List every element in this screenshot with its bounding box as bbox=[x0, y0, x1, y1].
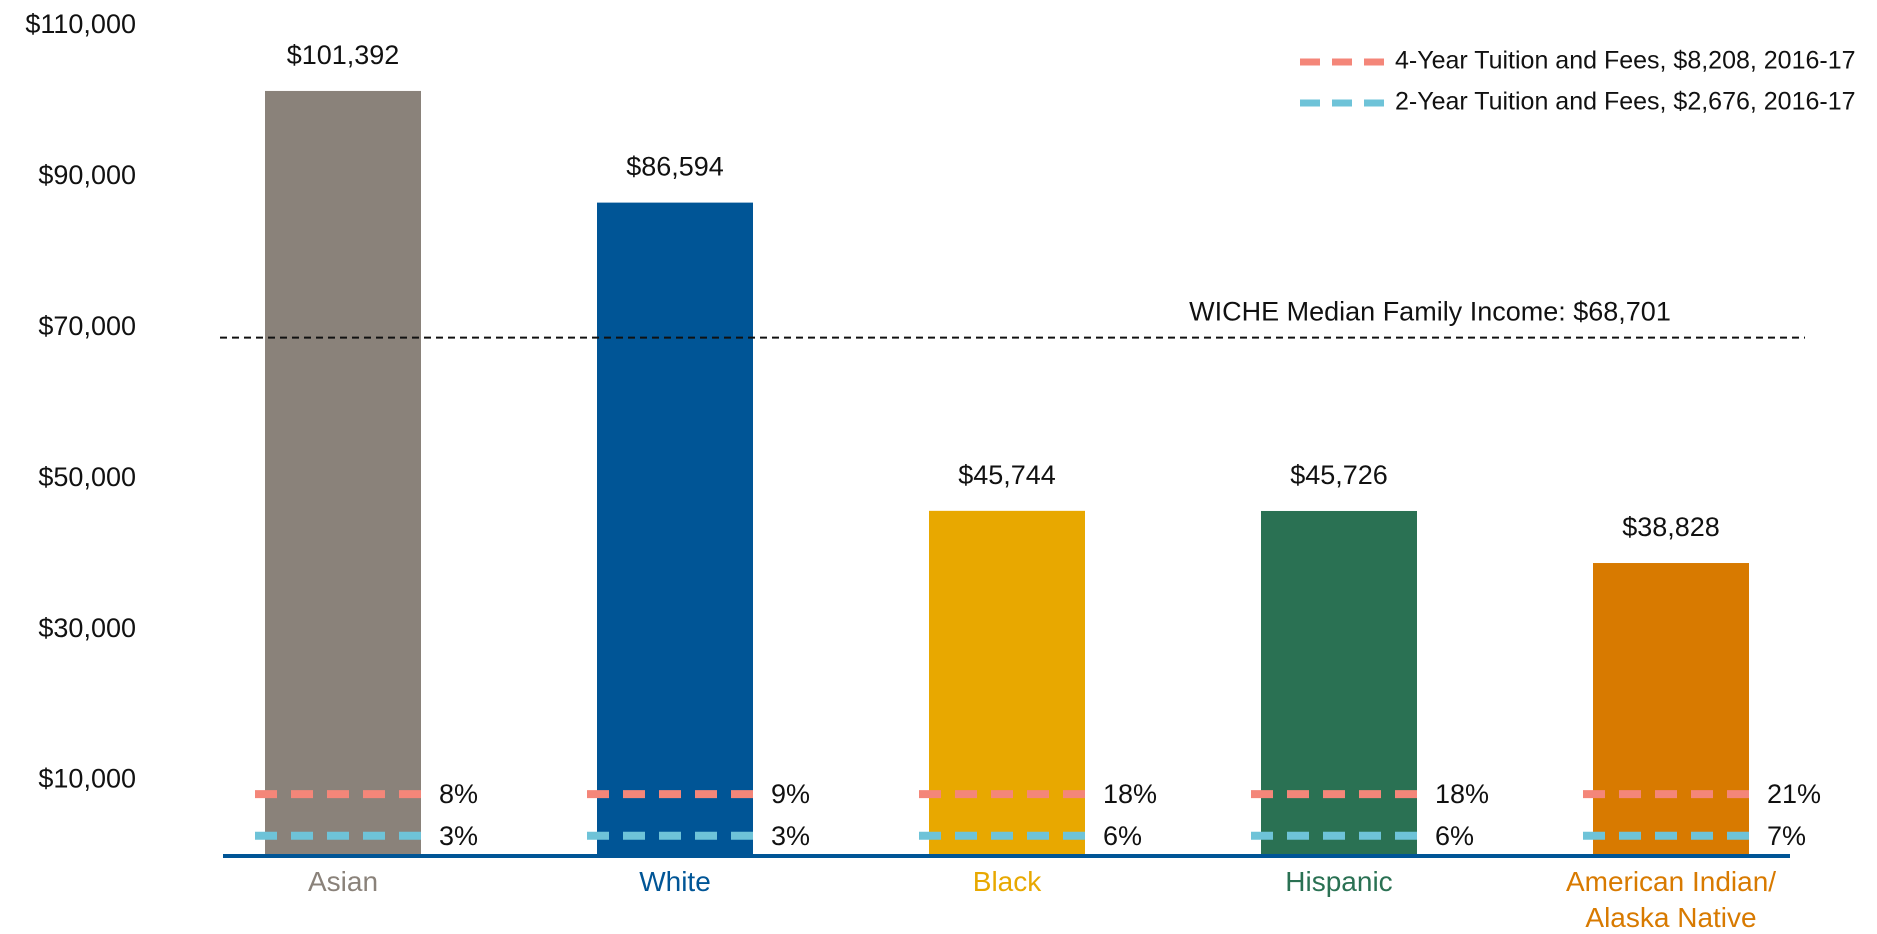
x-tick-label: Asian bbox=[307, 866, 379, 897]
share-label: 6% bbox=[1435, 821, 1474, 851]
share-label: 18% bbox=[1435, 779, 1489, 809]
share-label: 3% bbox=[771, 821, 810, 851]
share-label: 3% bbox=[439, 821, 478, 851]
share-label: 9% bbox=[771, 779, 810, 809]
share-label: 7% bbox=[1767, 821, 1806, 851]
bar bbox=[1261, 510, 1417, 856]
legend-label: 2-Year Tuition and Fees, $2,676, 2016-17 bbox=[1395, 88, 1856, 116]
value-label: $101,392 bbox=[287, 40, 400, 70]
bar bbox=[265, 90, 421, 856]
x-tick-label: Black bbox=[972, 866, 1042, 897]
x-tick-label: White bbox=[639, 866, 711, 897]
share-label: 6% bbox=[1103, 821, 1142, 851]
bar bbox=[1593, 563, 1749, 856]
legend-label: 4-Year Tuition and Fees, $8,208, 2016-17 bbox=[1395, 47, 1856, 75]
value-label: $86,594 bbox=[626, 152, 724, 182]
x-tick-label: American Indian/ Alaska Native bbox=[1565, 866, 1777, 933]
y-tick-label: $70,000 bbox=[38, 311, 136, 341]
value-label: $45,744 bbox=[958, 460, 1056, 490]
share-label: 21% bbox=[1767, 779, 1821, 809]
y-tick-label: $90,000 bbox=[38, 160, 136, 190]
y-tick-label: $110,000 bbox=[25, 9, 136, 39]
x-tick-label: Hispanic bbox=[1285, 866, 1393, 897]
value-label: $45,726 bbox=[1290, 460, 1388, 490]
y-tick-label: $10,000 bbox=[38, 764, 136, 794]
y-tick-label: $30,000 bbox=[38, 613, 136, 643]
bar bbox=[597, 202, 753, 857]
y-tick-label: $50,000 bbox=[38, 462, 136, 492]
share-label: 18% bbox=[1103, 779, 1157, 809]
share-label: 8% bbox=[439, 779, 478, 809]
bar bbox=[929, 510, 1085, 856]
value-label: $38,828 bbox=[1622, 512, 1720, 542]
reference-label: WICHE Median Family Income: $68,701 bbox=[1189, 297, 1671, 327]
